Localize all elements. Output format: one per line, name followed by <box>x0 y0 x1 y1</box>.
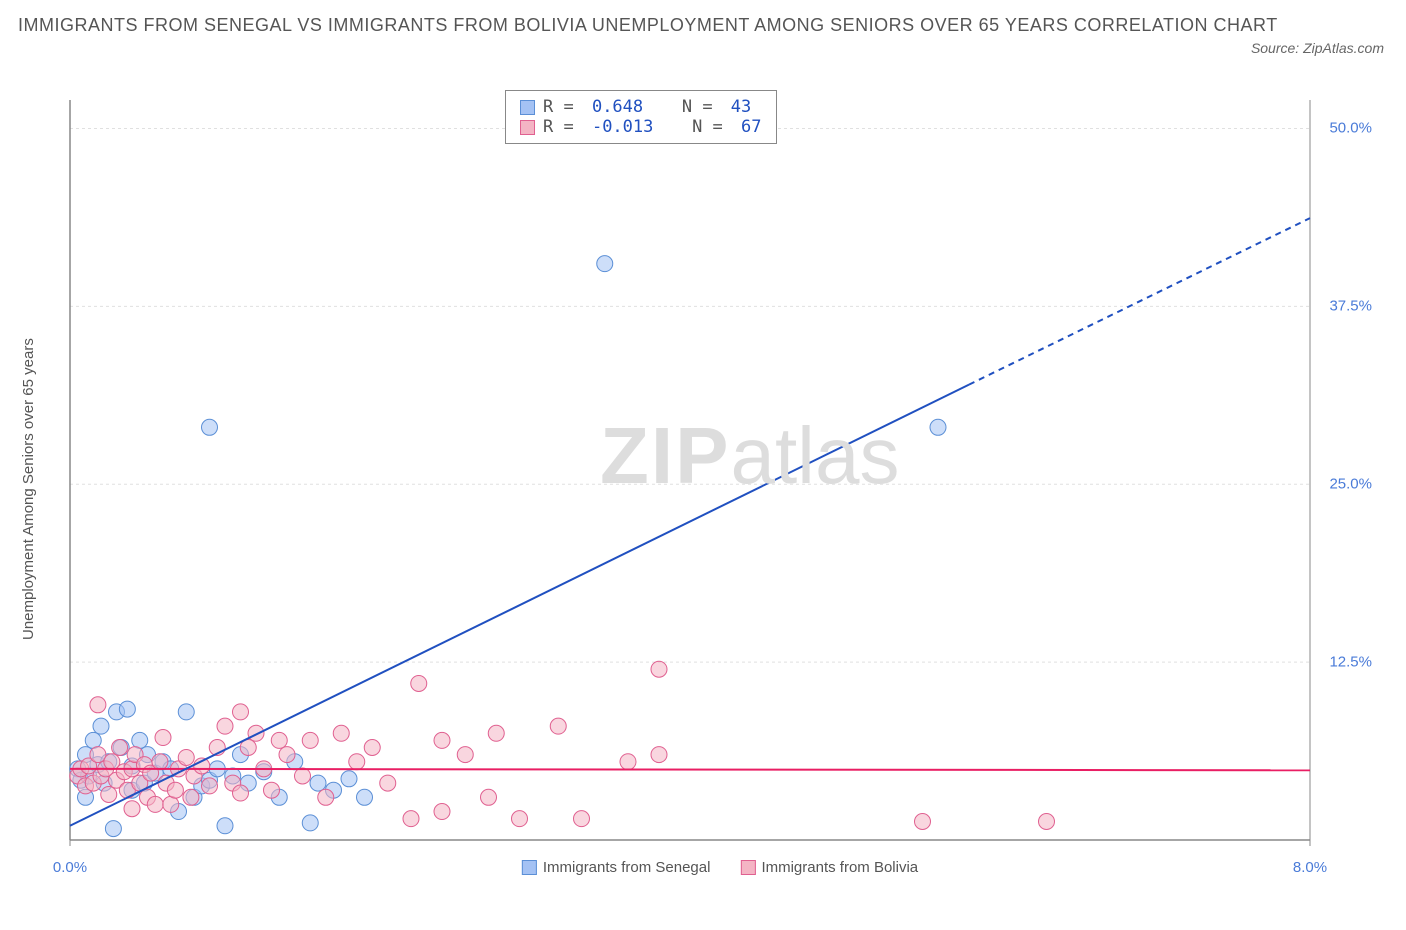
chart-title: IMMIGRANTS FROM SENEGAL VS IMMIGRANTS FR… <box>18 12 1286 39</box>
scatter-chart <box>60 90 1380 880</box>
swatch-senegal <box>520 100 535 115</box>
legend-row-senegal: R = 0.648 N = 43 <box>520 97 762 117</box>
y-tick-label: 37.5% <box>1329 298 1372 315</box>
r-value-senegal: 0.648 <box>592 97 643 117</box>
legend-label-bolivia: Immigrants from Bolivia <box>761 859 918 876</box>
source-label: Source: ZipAtlas.com <box>1251 40 1384 56</box>
x-tick-label: 8.0% <box>1293 859 1327 876</box>
legend-label-senegal: Immigrants from Senegal <box>543 859 711 876</box>
n-value-senegal: 43 <box>731 97 751 117</box>
n-label: N = <box>661 117 733 137</box>
r-label: R = <box>543 117 584 137</box>
correlation-legend: R = 0.648 N = 43 R = -0.013 N = 67 <box>505 90 777 144</box>
y-tick-label: 12.5% <box>1329 654 1372 671</box>
n-label: N = <box>651 97 723 117</box>
y-tick-label: 50.0% <box>1329 120 1372 137</box>
swatch-bolivia-icon <box>740 860 755 875</box>
y-axis-label: Unemployment Among Seniors over 65 years <box>20 338 37 640</box>
legend-row-bolivia: R = -0.013 N = 67 <box>520 117 762 137</box>
swatch-senegal-icon <box>522 860 537 875</box>
legend-item-bolivia: Immigrants from Bolivia <box>740 859 918 876</box>
n-value-bolivia: 67 <box>741 117 761 137</box>
x-tick-label: 0.0% <box>53 859 87 876</box>
y-tick-label: 25.0% <box>1329 476 1372 493</box>
swatch-bolivia <box>520 120 535 135</box>
series-legend: Immigrants from Senegal Immigrants from … <box>522 859 918 876</box>
plot-area: ZIPatlas R = 0.648 N = 43 R = -0.013 N =… <box>60 90 1380 880</box>
legend-item-senegal: Immigrants from Senegal <box>522 859 711 876</box>
r-value-bolivia: -0.013 <box>592 117 653 137</box>
r-label: R = <box>543 97 584 117</box>
